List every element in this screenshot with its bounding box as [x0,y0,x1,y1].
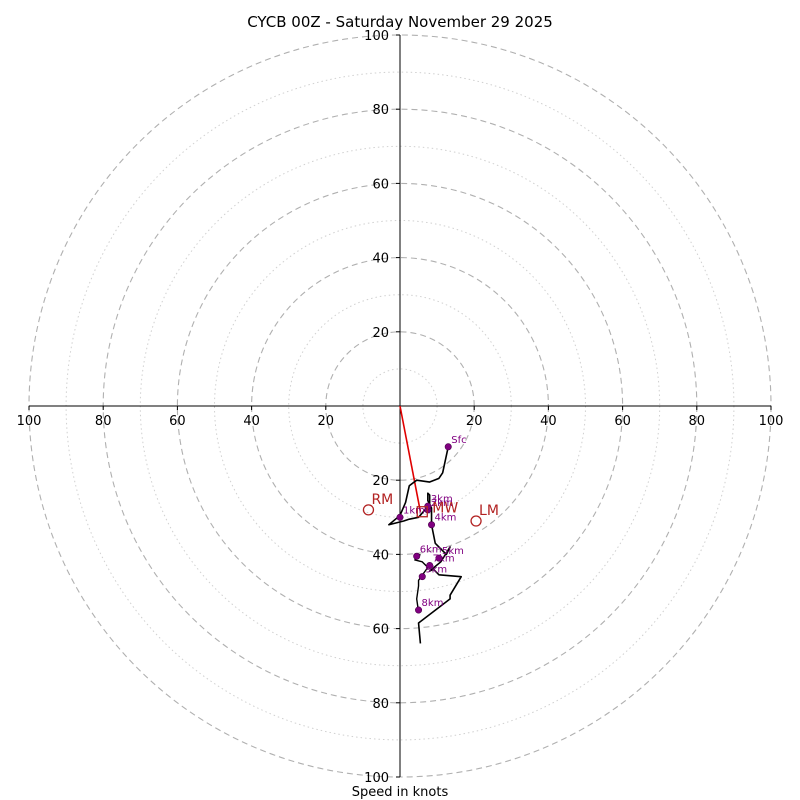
height-point-5km [435,554,443,562]
tick-label-x-neg-100: 100 [17,414,42,429]
tick-label-x-neg-80: 80 [95,414,112,429]
chart-title: CYCB 00Z - Saturday November 29 2025 [247,13,553,31]
height-label-4km: 4km [435,513,457,524]
height-label-3km: 3km [431,494,453,505]
lm-marker [470,515,482,527]
tick-label-x-pos-60: 60 [614,414,631,429]
height-label-2km: 2km [431,498,453,509]
mw-label: MW [432,501,458,517]
tick-label-x-neg-20: 20 [318,414,335,429]
x-axis-label: Speed in knots [352,785,449,800]
height-label-8km: 8km [422,598,444,609]
tick-label-y-neg-40: 40 [372,548,389,563]
height-label-7km: 7km [433,554,455,565]
tick-label-y-pos-80: 80 [372,103,389,118]
tick-labels: 20 20 20 20 40 40 40 40 60 60 60 60 80 80 80 80 100 100 10… [17,29,784,786]
tick-label-x-neg-40: 40 [243,414,260,429]
height-point-8km [415,606,423,614]
tick-label-y-neg-80: 80 [372,697,389,712]
height-label-6km: 6km [420,544,442,555]
height-label-9km: 9km [425,565,447,576]
tick-label-y-neg-60: 60 [372,623,389,638]
height-point-4km [428,521,436,529]
tick-label-y-pos-20: 20 [372,326,389,341]
rm-marker [362,504,375,516]
height-label-5km: 5km [442,546,464,557]
height-point-7km [426,562,434,570]
height-point-6km [413,552,421,560]
height-point-Sfc [444,443,452,451]
storm-motion-markers: RM LM MW [362,492,499,527]
height-label-1km: 1km [403,505,425,516]
shear-vector-line [399,405,422,512]
tick-label-y-pos-60: 60 [372,177,389,192]
tick-label-y-neg-20: 20 [372,474,389,489]
tick-label-y-pos-100: 100 [364,29,389,44]
tick-label-x-neg-60: 60 [169,414,186,429]
tick-label-x-pos-80: 80 [689,414,706,429]
hodograph-trace-line [388,446,463,644]
tick-label-x-pos-40: 40 [540,414,557,429]
rm-label: RM [371,492,393,508]
mw-marker [416,506,428,518]
tick-label-y-neg-100: 100 [364,771,389,786]
tick-label-y-pos-40: 40 [372,252,389,267]
lm-label: LM [479,503,499,519]
tick-label-x-pos-100: 100 [759,414,784,429]
height-point-1km [396,513,404,521]
tick-label-x-pos-20: 20 [466,414,483,429]
height-label-Sfc: Sfc [451,435,466,446]
height-point-9km [418,573,426,581]
